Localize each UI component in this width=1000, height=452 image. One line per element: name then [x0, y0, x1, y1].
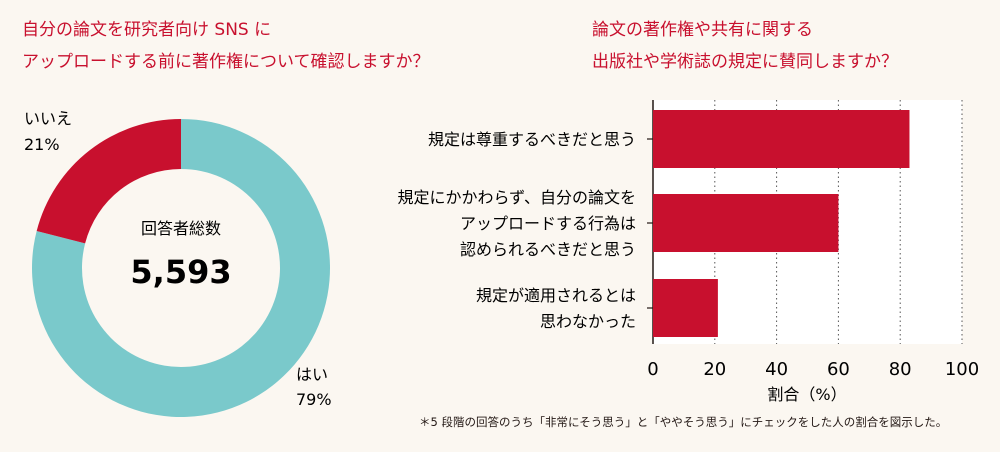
- x-tick-label-2: 40: [765, 359, 788, 380]
- x-tick-label-0: 0: [647, 359, 658, 380]
- x-tick-label-4: 80: [889, 359, 912, 380]
- donut-title-line-1: 自分の論文を研究者向け SNS に: [22, 20, 272, 40]
- x-tick-label-1: 20: [703, 359, 726, 380]
- category-label-2-1: 思わなかった: [540, 312, 636, 331]
- x-axis-label: 割合（%）: [767, 385, 846, 404]
- bar-2: [653, 279, 718, 337]
- donut-chart: 回答者総数 5,593 はい 79% いいえ 21%: [24, 109, 332, 417]
- slice-value-0: 79%: [296, 390, 332, 409]
- donut-center-value: 5,593: [130, 253, 231, 291]
- x-tick-label-5: 100: [945, 359, 979, 380]
- category-label-0-0: 規定は尊重するべきだと思う: [428, 130, 636, 149]
- footnote: ＊5 段階の回答のうち「非常にそう思う」と「ややそう思う」にチェックをした人の割…: [419, 415, 948, 429]
- bar-title-line-2: 出版社や学術誌の規定に賛同しますか？: [592, 52, 898, 72]
- donut-title-line-2: アップロードする前に著作権について確認しますか？: [22, 52, 430, 72]
- slice-value-1: 21%: [24, 135, 60, 154]
- slice-label-0: はい: [296, 365, 328, 384]
- category-label-1-1: アップロードする行為は: [460, 214, 636, 233]
- donut-center-label: 回答者総数: [141, 219, 221, 238]
- donut-slice-1: [36, 118, 182, 244]
- category-label-2-0: 規定が適用されるとは: [476, 286, 636, 305]
- category-label-1-2: 認められるべきだと思う: [460, 240, 636, 259]
- donut-chart-title: 自分の論文を研究者向け SNS に アップロードする前に著作権について確認します…: [22, 14, 430, 78]
- category-label-1-0: 規定にかかわらず、自分の論文を: [397, 188, 636, 207]
- bar-1: [653, 194, 839, 252]
- donut-slice-0: [32, 119, 331, 417]
- bar-chart-title: 論文の著作権や共有に関する 出版社や学術誌の規定に賛同しますか？: [592, 14, 898, 78]
- slice-label-1: いいえ: [24, 109, 72, 128]
- bar-title-line-1: 論文の著作権や共有に関する: [592, 20, 813, 40]
- x-tick-label-3: 60: [827, 359, 850, 380]
- bar-0: [653, 110, 910, 168]
